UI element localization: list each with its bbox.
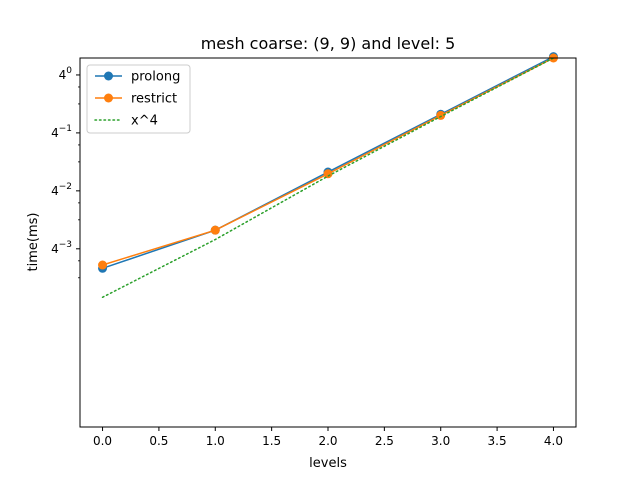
series-point	[436, 110, 446, 120]
legend-marker	[104, 93, 113, 103]
x-tick-label: 2.5	[375, 434, 394, 448]
series-point	[323, 169, 333, 179]
legend-label: x^4	[131, 114, 158, 129]
x-tick-label: 1.0	[206, 434, 225, 448]
y-axis-label: time(ms)	[26, 213, 41, 272]
legend-label: restrict	[131, 92, 177, 107]
x-tick-label: 0.0	[93, 434, 112, 448]
y-tick-label: 4−3	[51, 240, 72, 256]
x-tick-label: 1.5	[262, 434, 281, 448]
x-axis: 0.0 0.5 1.0 1.5 2.0 2.5 3.0 3.5 4.0	[93, 427, 563, 448]
x-axis-label: levels	[309, 456, 347, 471]
series-line-2	[101, 57, 555, 299]
x-tick-label: 4.0	[544, 434, 563, 448]
y-axis: 4−3 4−2 4−1 40	[51, 66, 80, 279]
x-tick-label: 3.5	[488, 434, 507, 448]
y-tick-label: 4−1	[51, 124, 72, 140]
x-tick-label: 2.0	[318, 434, 337, 448]
legend-marker	[104, 71, 113, 81]
y-tick-label: 4−2	[51, 182, 72, 198]
series-layer	[98, 52, 558, 299]
series-point	[210, 225, 220, 235]
legend-box	[86, 64, 191, 134]
x-tick-label: 0.5	[149, 434, 168, 448]
series-point	[98, 260, 108, 270]
chart-title: mesh coarse: (9, 9) and level: 5	[201, 34, 456, 53]
legend: prolong restrict x^4	[86, 64, 191, 134]
y-tick-label: 40	[59, 66, 73, 82]
legend-label: prolong	[131, 70, 180, 85]
x-tick-label: 3.0	[431, 434, 450, 448]
